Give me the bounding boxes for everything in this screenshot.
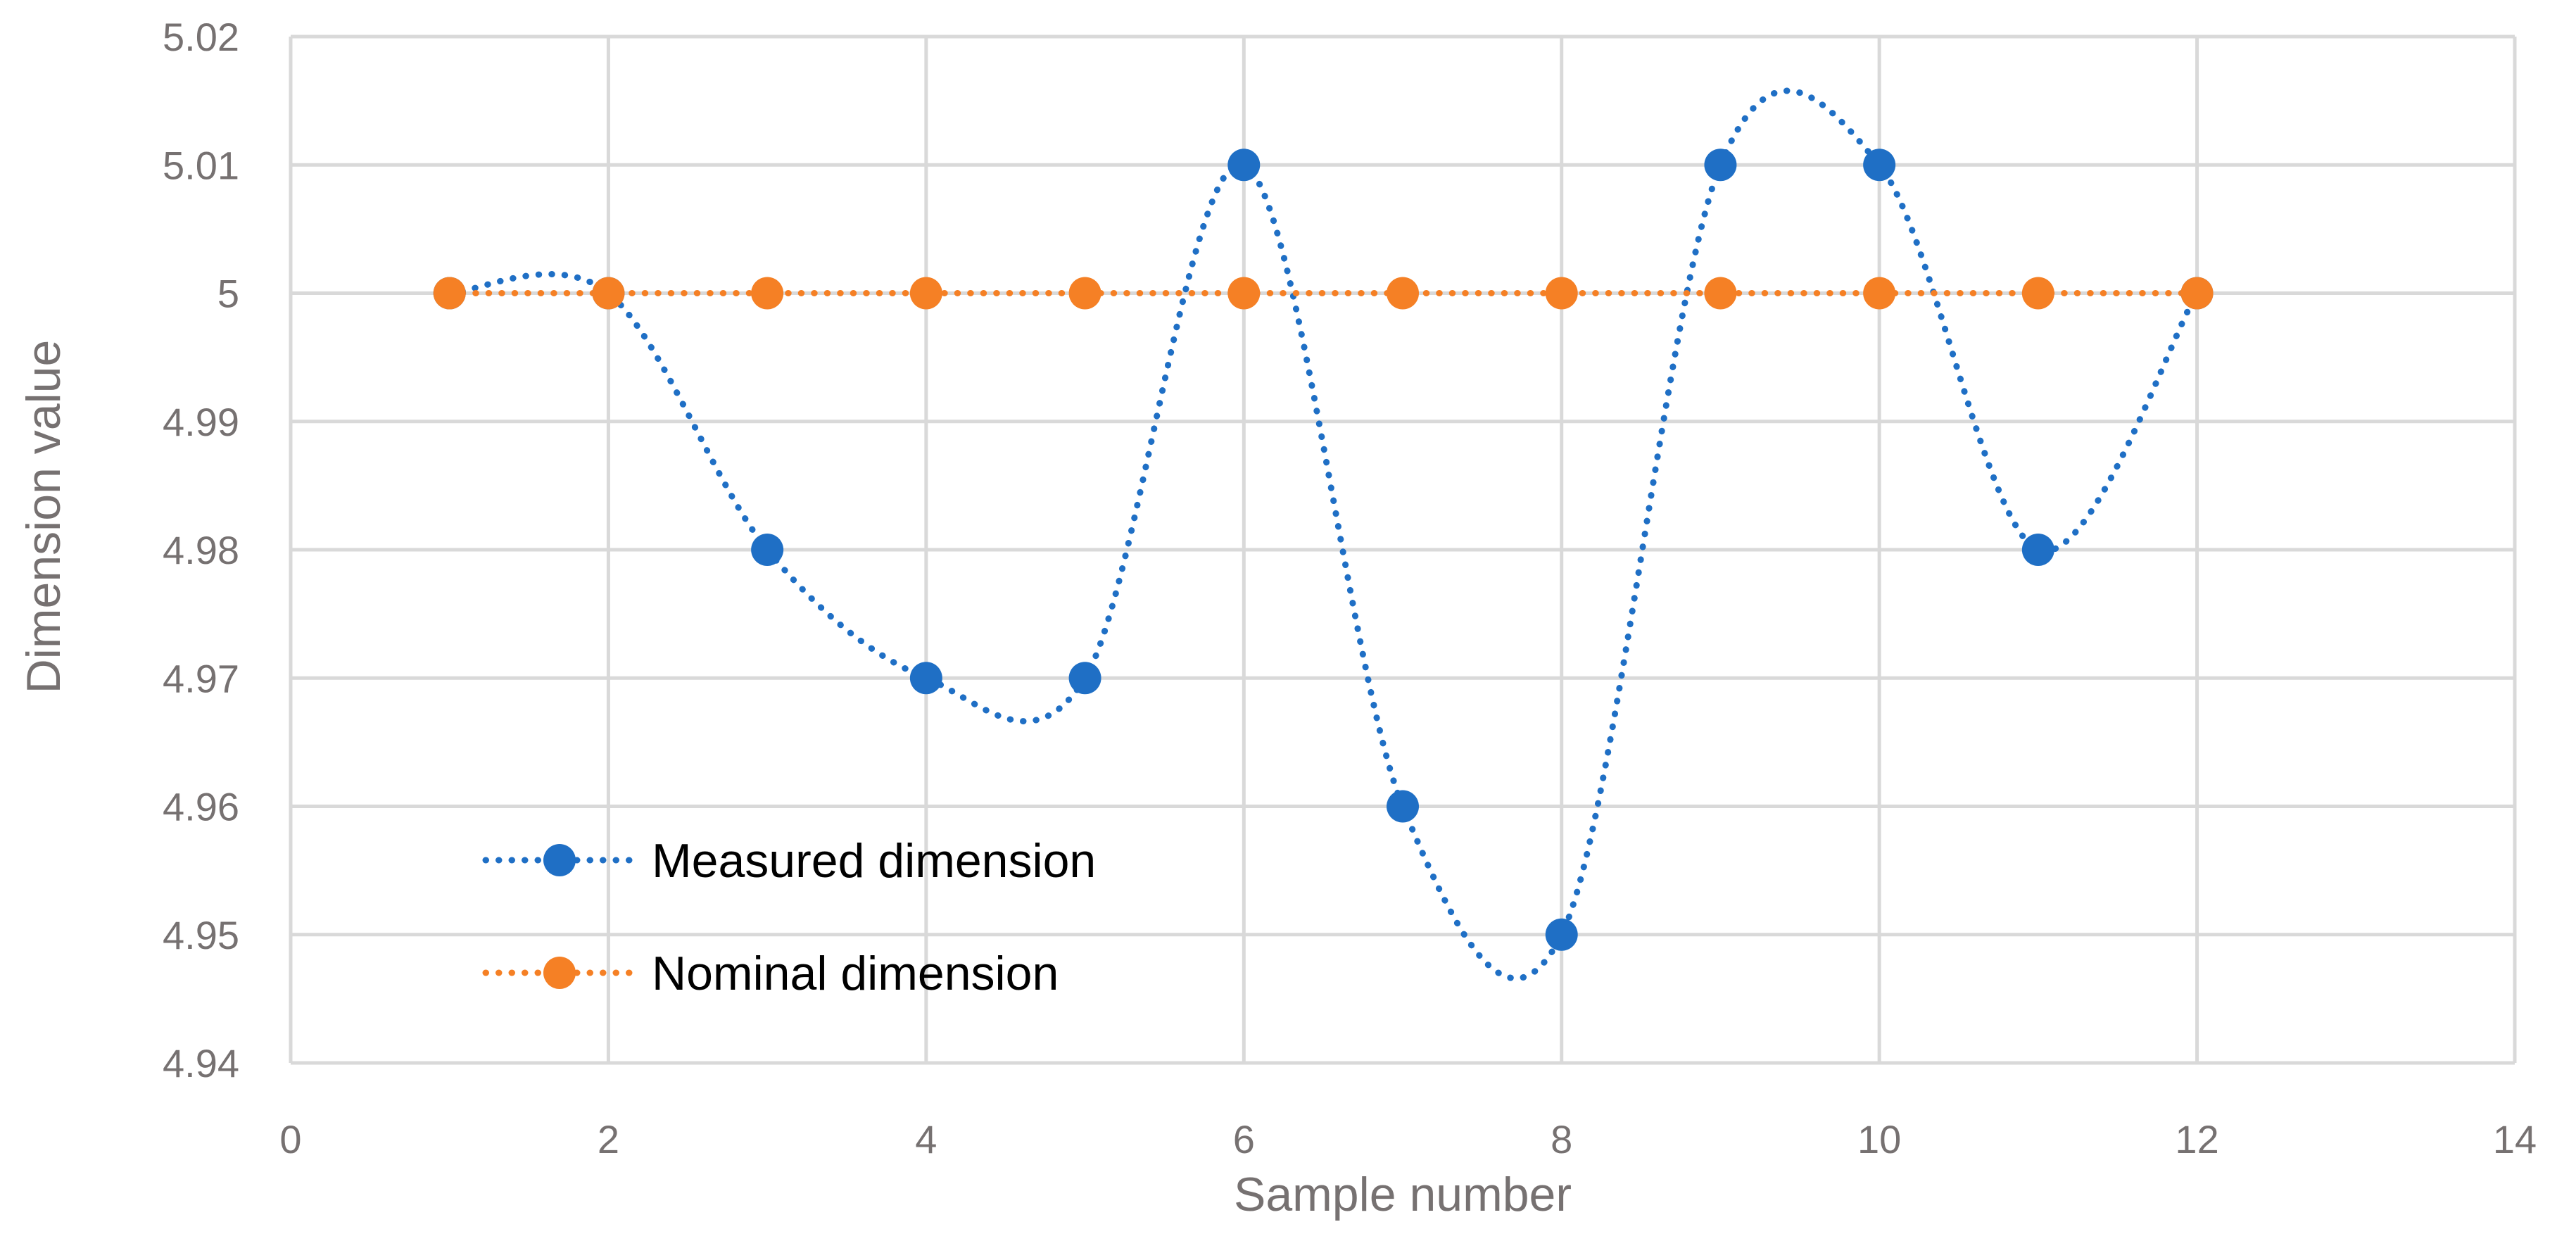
legend-marker-measured (543, 844, 576, 876)
tick-labels: 4.94 4.95 4.96 4.97 4.98 4.99 5 5.01 5.02 0 2 4 6 8 10… (163, 15, 2537, 1161)
x-tick-label: 10 (1857, 1117, 1901, 1161)
nominal-data-point (1068, 277, 1101, 310)
measured-data-point (1227, 149, 1261, 182)
nominal-data-point (2021, 277, 2054, 310)
measured-data-point (1863, 149, 1896, 182)
x-axis-title: Sample number (1234, 1168, 1572, 1221)
nominal-data-point (1387, 277, 1419, 310)
measured-data-point (1704, 149, 1737, 182)
legend-marker-nominal (543, 957, 576, 989)
x-tick-label: 2 (598, 1117, 619, 1161)
measured-data-point (1387, 790, 1419, 823)
nominal-data-point (2180, 277, 2214, 310)
nominal-data-point (1863, 277, 1896, 310)
nominal-data-point (1227, 277, 1261, 310)
y-tick-label: 4.94 (163, 1041, 239, 1085)
nominal-data-point (592, 277, 625, 310)
y-axis-title: Dimension value (17, 340, 70, 694)
nominal-data-point (751, 277, 784, 310)
x-tick-label: 12 (2175, 1117, 2218, 1161)
gridlines (289, 34, 2517, 1065)
legend-label-measured: Measured dimension (652, 834, 1096, 888)
data-markers (433, 149, 2214, 951)
legend-label-nominal: Nominal dimension (652, 947, 1059, 1000)
y-tick-label: 5.02 (163, 15, 239, 59)
nominal-data-point (1704, 277, 1737, 310)
measured-data-point (751, 534, 784, 566)
series-lines (446, 87, 2201, 982)
y-tick-label: 4.99 (163, 400, 239, 444)
measured-data-point (909, 662, 942, 695)
y-tick-label: 4.95 (163, 913, 239, 957)
nominal-data-point (433, 277, 466, 310)
x-tick-label: 14 (2493, 1117, 2537, 1161)
measured-data-point (2021, 534, 2054, 566)
x-tick-label: 0 (279, 1117, 301, 1161)
y-tick-label: 4.98 (163, 528, 239, 572)
series-line-measured (446, 87, 2201, 982)
y-tick-label: 4.96 (163, 785, 239, 829)
measured-data-point (1545, 918, 1578, 951)
measured-data-point (1068, 662, 1101, 695)
nominal-data-point (909, 277, 942, 310)
legend: Measured dimension Nominal dimension (482, 834, 1096, 1000)
y-tick-label: 5 (217, 272, 239, 316)
nominal-data-point (1545, 277, 1578, 310)
x-tick-label: 4 (915, 1117, 937, 1161)
x-tick-label: 6 (1233, 1117, 1255, 1161)
y-tick-label: 5.01 (163, 143, 239, 187)
y-tick-label: 4.97 (163, 656, 239, 700)
x-tick-label: 8 (1551, 1117, 1572, 1161)
